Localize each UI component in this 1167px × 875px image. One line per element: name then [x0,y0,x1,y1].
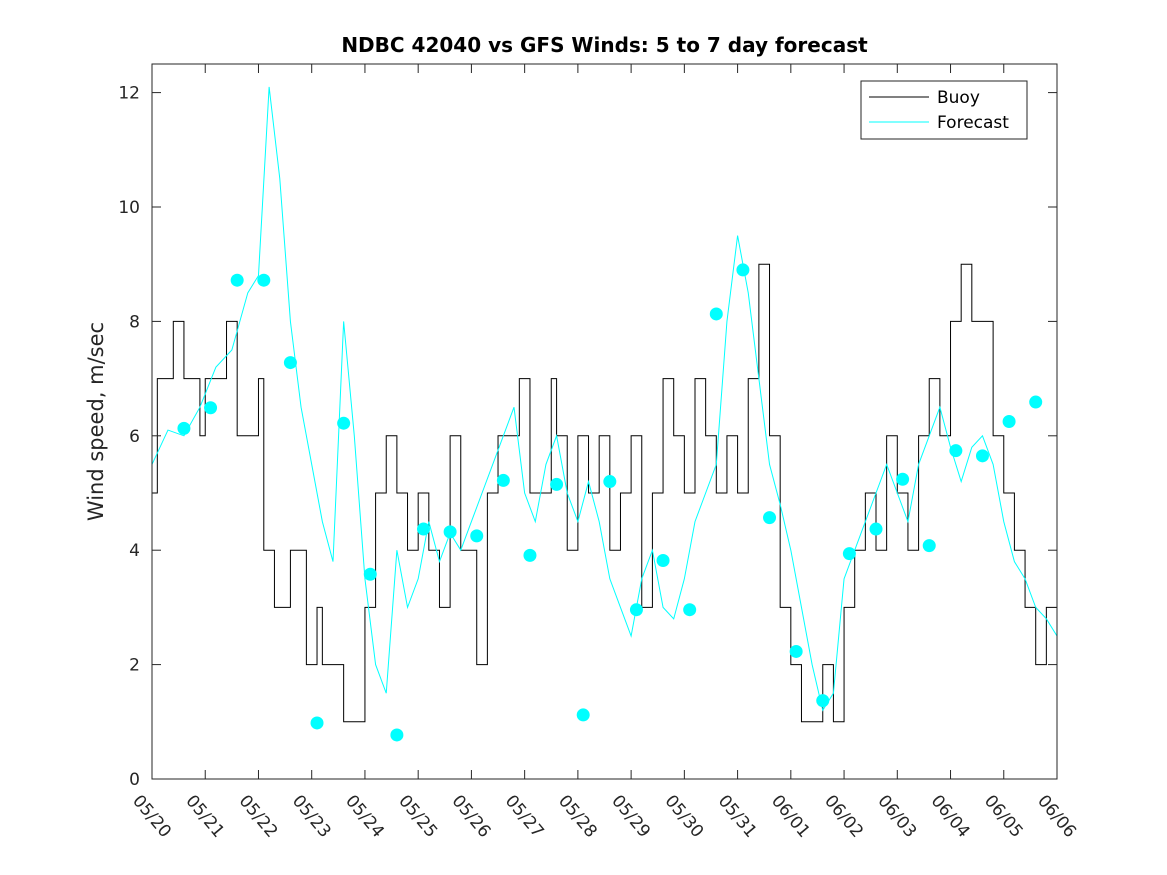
x-tick-label: 05/20 [128,791,175,841]
legend-forecast-label: Forecast [937,113,1009,133]
forecast-marker [337,416,351,430]
x-tick-label: 05/26 [448,791,495,841]
y-tick-label: 12 [118,84,140,104]
legend-buoy-label: Buoy [937,88,980,108]
forecast-marker [656,553,670,567]
y-axis-label: Wind speed, m/sec [84,322,108,521]
y-tick-label: 2 [129,656,140,676]
y-tick-label: 8 [129,312,140,332]
forecast-marker [470,529,484,543]
forecast-marker [257,273,271,287]
x-tick-label: 05/30 [661,791,708,841]
buoy-series [152,263,1058,723]
forecast-marker [230,273,244,287]
legend: Buoy Forecast [860,80,1028,140]
forecast-marker [177,421,191,435]
forecast-marker [417,522,430,536]
y-tick-label: 6 [129,427,140,447]
axes-box [151,63,1058,780]
x-tick-label: 06/04 [927,791,974,841]
buoy-line [152,263,1058,723]
y-tick-label: 0 [129,770,140,790]
x-tick-label: 06/05 [980,791,1027,841]
x-tick-label: 06/01 [767,791,814,841]
y-axis-ticks: 0 2 4 6 8 10 12 [118,84,1057,790]
forecast-marker [310,716,324,730]
forecast-marker [629,603,643,617]
forecast-marker [896,472,910,486]
forecast-line [151,86,1058,712]
x-tick-label: 05/29 [607,791,654,841]
forecast-marker [1029,395,1043,409]
forecast-markers [177,263,1043,742]
forecast-marker [496,473,510,487]
forecast-marker [922,539,936,553]
chart-title: NDBC 42040 vs GFS Winds: 5 to 7 day fore… [341,33,868,57]
x-tick-label: 05/21 [181,791,228,841]
plot-background [152,64,1057,779]
x-tick-label: 05/27 [501,791,548,841]
x-tick-label: 05/24 [341,791,388,841]
forecast-marker [576,708,590,722]
forecast-marker [869,522,883,536]
x-tick-label: 05/22 [235,791,282,841]
forecast-marker [204,401,218,415]
forecast-marker [763,511,777,525]
plot-area [152,64,1057,779]
legend-box [860,80,1028,140]
forecast-marker [603,475,617,489]
x-tick-label: 05/28 [554,791,601,841]
x-tick-label: 05/31 [714,791,761,841]
x-tick-label: 06/03 [873,791,920,841]
forecast-marker [683,603,697,617]
forecast-marker [1002,415,1016,428]
forecast-marker [523,548,537,562]
forecast-marker [443,525,457,539]
forecast-marker [789,644,803,658]
forecast-marker [816,694,830,708]
forecast-marker [363,567,377,581]
forecast-marker [975,449,989,463]
forecast-marker [842,547,856,561]
axes [151,63,1058,780]
forecast-series [151,86,1058,712]
forecast-marker [390,728,404,742]
y-tick-label: 4 [129,541,140,561]
forecast-marker [550,477,564,491]
forecast-marker [283,356,297,370]
x-tick-label: 06/02 [820,791,867,841]
forecast-marker [949,444,963,458]
forecast-marker [736,263,750,277]
y-tick-label: 10 [118,198,140,218]
forecast-marker [709,307,723,321]
x-tick-label: 05/25 [394,791,441,841]
x-tick-label: 06/06 [1033,791,1080,841]
x-tick-label: 05/23 [288,791,335,841]
